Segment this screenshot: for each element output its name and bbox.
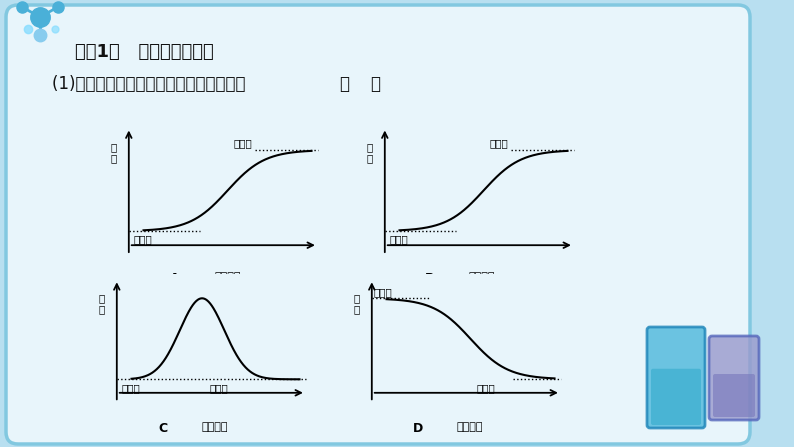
FancyBboxPatch shape [651,369,701,425]
Text: 反应物: 反应物 [374,287,393,298]
FancyBboxPatch shape [713,374,755,417]
Text: 能
量: 能 量 [99,293,106,314]
Text: B: B [426,272,435,285]
Text: 生成物: 生成物 [233,138,252,148]
Text: 能
量: 能 量 [354,293,360,314]
Text: 反应物: 反应物 [121,384,140,393]
Text: 能
量: 能 量 [367,143,373,163]
Text: (1)下列各图中，表示反应是吸热反应的是                  （    ）: (1)下列各图中，表示反应是吸热反应的是 （ ） [52,75,381,93]
FancyBboxPatch shape [647,327,705,428]
Text: 能
量: 能 量 [111,143,118,163]
Text: A: A [170,272,179,285]
Text: 生成物: 生成物 [389,234,408,245]
Text: D: D [413,422,423,435]
Text: 反应物: 反应物 [133,234,152,245]
Text: 反应过程: 反应过程 [202,422,228,432]
Text: 生成物: 生成物 [209,384,228,393]
Text: 生成物: 生成物 [477,384,495,393]
FancyBboxPatch shape [709,336,759,420]
Text: 反应过程: 反应过程 [457,422,484,432]
Text: 【例1】   根据要求回答：: 【例1】 根据要求回答： [75,43,214,61]
Text: C: C [159,422,168,435]
Text: 反应物: 反应物 [490,138,508,148]
Text: 反应过程: 反应过程 [468,272,495,282]
FancyBboxPatch shape [6,5,750,444]
Text: 反应过程: 反应过程 [214,272,241,282]
